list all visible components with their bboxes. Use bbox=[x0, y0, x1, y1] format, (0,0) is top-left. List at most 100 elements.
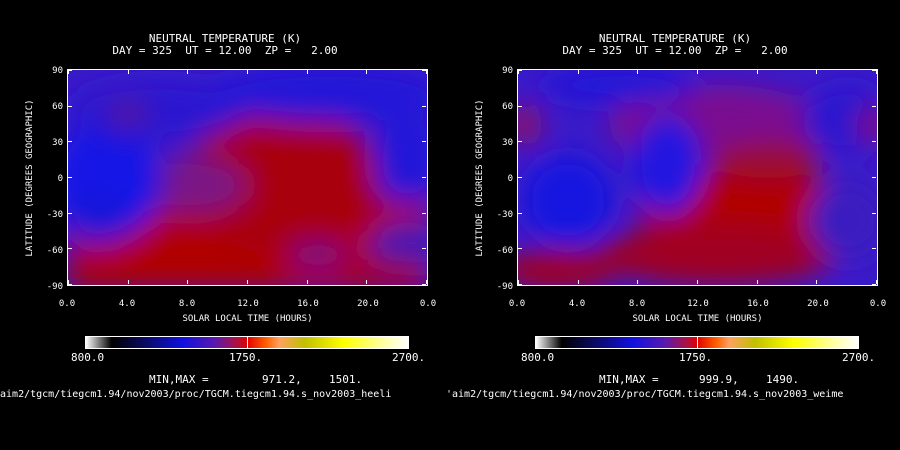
x-tick-label: 0.0 bbox=[58, 299, 76, 309]
x-tick-mark bbox=[187, 70, 188, 74]
x-tick-mark bbox=[366, 280, 367, 284]
y-tick-label: 90 bbox=[52, 66, 63, 76]
x-tick-mark bbox=[68, 70, 69, 74]
x-tick-mark bbox=[637, 280, 638, 284]
y-tick-mark bbox=[422, 213, 426, 214]
minmax-label: MIN,MAX = bbox=[149, 373, 209, 386]
x-tick-mark bbox=[518, 70, 519, 74]
left-panel: NEUTRAL TEMPERATURE (K) DAY = 325 UT = 1… bbox=[0, 32, 436, 401]
y-tick-mark bbox=[872, 248, 876, 249]
colorbar-mid-label: 1750. bbox=[229, 351, 263, 364]
x-tick-mark bbox=[518, 280, 519, 284]
y-tick-label: 0 bbox=[57, 174, 63, 184]
y-tick-label: 60 bbox=[52, 102, 63, 112]
x-tick-mark bbox=[637, 70, 638, 74]
y-tick-mark bbox=[518, 141, 522, 142]
y-tick-mark bbox=[518, 70, 522, 71]
heatmap-svg bbox=[518, 70, 877, 285]
x-tick-label: 0.0 bbox=[869, 299, 887, 309]
y-tick-mark bbox=[422, 106, 426, 107]
y-tick-mark bbox=[872, 284, 876, 285]
y-tick-mark bbox=[872, 70, 876, 71]
x-tick-mark bbox=[366, 70, 367, 74]
max-value: 1490. bbox=[766, 373, 800, 386]
x-tick-mark bbox=[697, 280, 698, 284]
chart-title: NEUTRAL TEMPERATURE (K) bbox=[598, 32, 752, 45]
y-tick-mark bbox=[872, 177, 876, 178]
y-tick-mark bbox=[422, 177, 426, 178]
heatmap-plot bbox=[517, 69, 878, 286]
chart-title: NEUTRAL TEMPERATURE (K) bbox=[148, 32, 302, 45]
y-tick-label: -60 bbox=[496, 246, 513, 256]
y-tick-mark bbox=[68, 141, 72, 142]
chart-subtitle: DAY = 325 UT = 12.00 ZP = 2.00 bbox=[562, 44, 788, 57]
y-tick-label: -90 bbox=[496, 282, 513, 292]
x-tick-mark bbox=[68, 280, 69, 284]
x-tick-mark bbox=[876, 70, 877, 74]
colorbar-mid-marker bbox=[697, 337, 698, 348]
x-tick-mark bbox=[187, 280, 188, 284]
y-tick-label: 30 bbox=[502, 138, 513, 148]
y-tick-mark bbox=[68, 248, 72, 249]
y-tick-mark bbox=[422, 284, 426, 285]
x-tick-label: 20.0 bbox=[357, 299, 379, 309]
file-path: /aim2/tgcm/tiegcm1.94/nov2003/proc/TGCM.… bbox=[0, 389, 392, 400]
x-tick-mark bbox=[307, 70, 308, 74]
x-tick-label: 16.0 bbox=[747, 299, 769, 309]
x-tick-mark bbox=[757, 280, 758, 284]
y-tick-label: -30 bbox=[46, 210, 63, 220]
heatmap-svg bbox=[68, 70, 427, 285]
x-tick-mark bbox=[816, 70, 817, 74]
x-tick-mark bbox=[578, 280, 579, 284]
x-tick-mark bbox=[307, 280, 308, 284]
y-tick-label: -90 bbox=[46, 282, 63, 292]
x-tick-label: 4.0 bbox=[568, 299, 586, 309]
min-value: 971.2, bbox=[262, 373, 302, 386]
minmax-label: MIN,MAX = bbox=[599, 373, 659, 386]
y-tick-label: -30 bbox=[496, 210, 513, 220]
y-tick-mark bbox=[872, 106, 876, 107]
colorbar-mid-label: 1750. bbox=[679, 351, 713, 364]
colorbar-min-label: 800.0 bbox=[521, 351, 555, 364]
x-tick-mark bbox=[128, 70, 129, 74]
y-tick-mark bbox=[872, 213, 876, 214]
y-tick-mark bbox=[68, 70, 72, 71]
y-tick-label: -60 bbox=[46, 246, 63, 256]
y-tick-mark bbox=[68, 177, 72, 178]
x-axis-label: SOLAR LOCAL TIME (HOURS) bbox=[632, 314, 763, 324]
y-tick-mark bbox=[422, 141, 426, 142]
x-tick-label: 8.0 bbox=[628, 299, 646, 309]
x-tick-label: 0.0 bbox=[508, 299, 526, 309]
x-tick-label: 4.0 bbox=[118, 299, 136, 309]
right-panel: NEUTRAL TEMPERATURE (K) DAY = 325 UT = 1… bbox=[446, 0, 900, 450]
y-tick-mark bbox=[422, 70, 426, 71]
x-tick-mark bbox=[247, 280, 248, 284]
y-tick-mark bbox=[68, 213, 72, 214]
file-path: 'aim2/tgcm/tiegcm1.94/nov2003/proc/TGCM.… bbox=[446, 389, 844, 400]
colorbar bbox=[85, 336, 409, 349]
x-tick-label: 20.0 bbox=[807, 299, 829, 309]
y-tick-mark bbox=[518, 106, 522, 107]
x-tick-mark bbox=[426, 280, 427, 284]
x-tick-mark bbox=[578, 70, 579, 74]
y-tick-mark bbox=[422, 248, 426, 249]
x-tick-mark bbox=[816, 280, 817, 284]
heatmap-plot bbox=[67, 69, 428, 286]
x-tick-label: 12.0 bbox=[687, 299, 709, 309]
x-tick-mark bbox=[426, 70, 427, 74]
y-tick-mark bbox=[518, 213, 522, 214]
x-tick-mark bbox=[247, 70, 248, 74]
y-tick-label: 0 bbox=[507, 174, 513, 184]
x-tick-mark bbox=[697, 70, 698, 74]
x-tick-label: 16.0 bbox=[297, 299, 319, 309]
y-tick-mark bbox=[518, 248, 522, 249]
chart-subtitle: DAY = 325 UT = 12.00 ZP = 2.00 bbox=[112, 44, 338, 57]
y-tick-label: 90 bbox=[502, 66, 513, 76]
y-axis-label: LATITUDE (DEGREES GEOGRAPHIC) bbox=[25, 99, 35, 257]
colorbar-max-label: 2700. bbox=[392, 351, 426, 364]
y-axis-label: LATITUDE (DEGREES GEOGRAPHIC) bbox=[475, 99, 485, 257]
x-tick-mark bbox=[757, 70, 758, 74]
x-tick-mark bbox=[876, 280, 877, 284]
y-tick-mark bbox=[872, 141, 876, 142]
x-tick-mark bbox=[128, 280, 129, 284]
